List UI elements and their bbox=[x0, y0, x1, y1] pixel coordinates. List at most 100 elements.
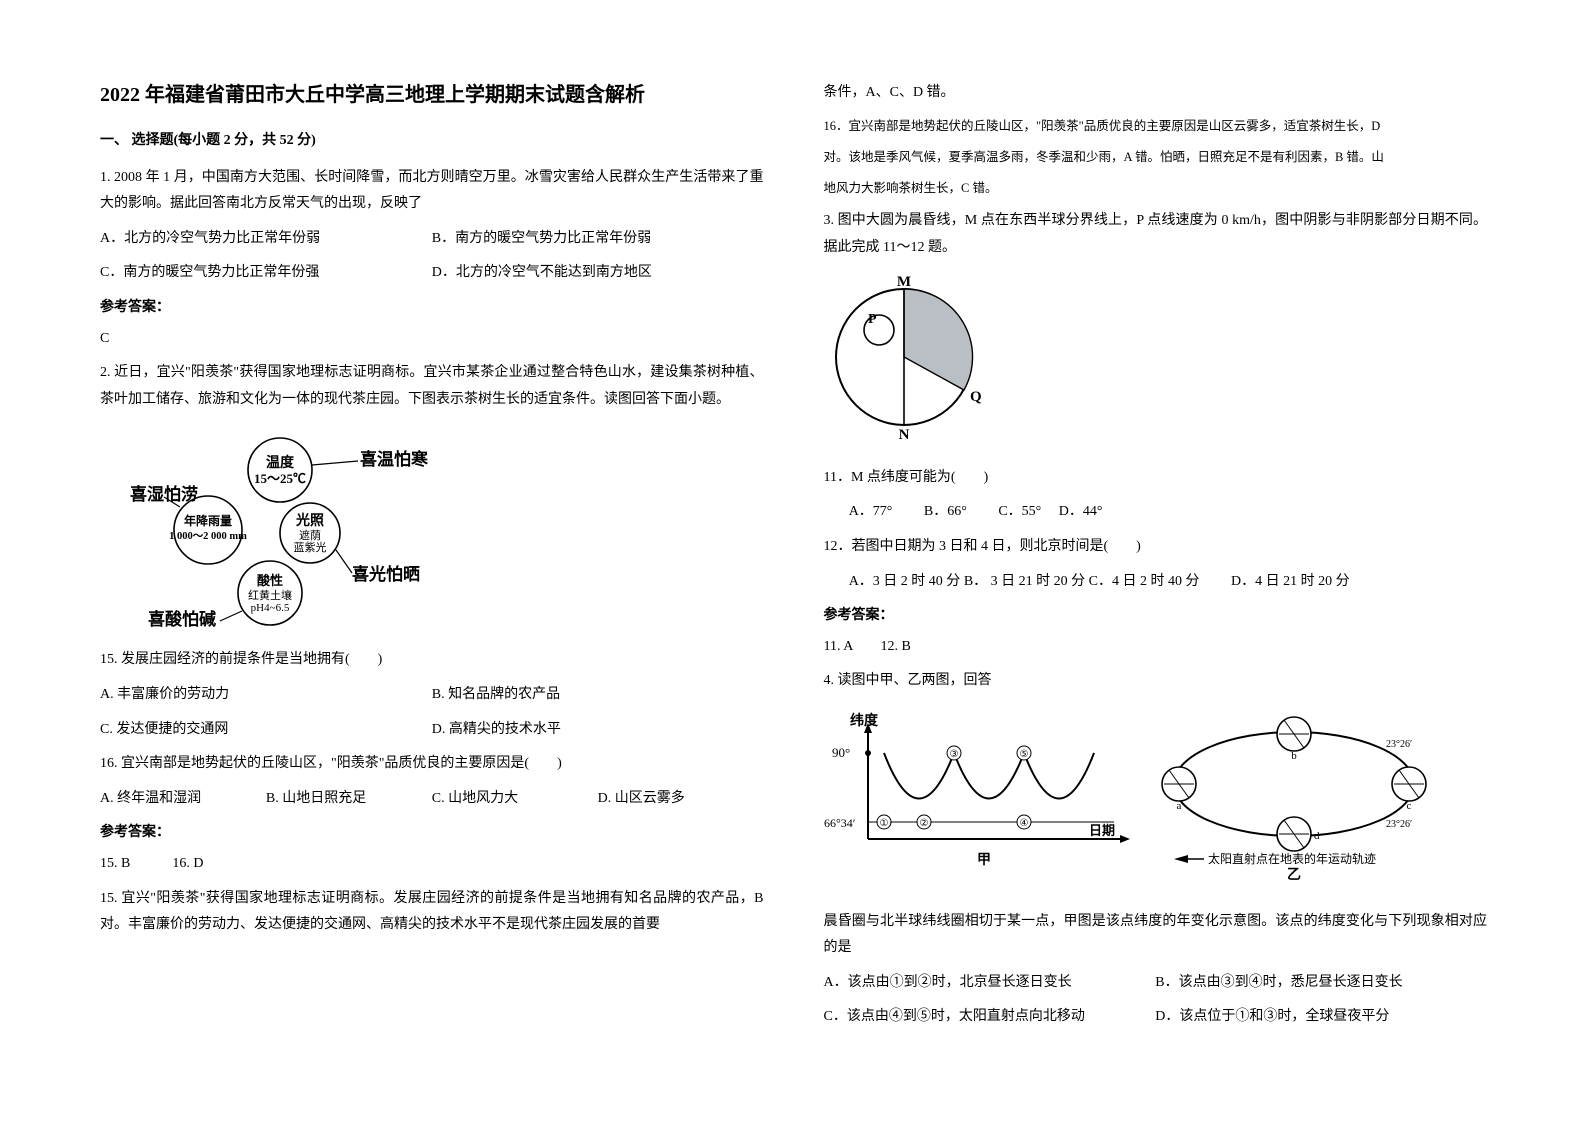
q1-optB: B．南方的暖空气势力比正常年份弱 bbox=[432, 226, 764, 253]
q12-C: C．4 日 2 时 40 分 bbox=[1089, 574, 1200, 589]
q1-optD: D．北方的冷空气不能达到南方地区 bbox=[432, 260, 764, 287]
q3-diagram: M P N Q bbox=[824, 275, 1488, 451]
left-column: 2022 年福建省莆田市大丘中学高三地理上学期期末试题含解析 一、 选择题(每小… bbox=[100, 80, 764, 1082]
tea-conditions-diagram: 温度 15～25℃ 年降雨量 1 000～2 000 mm 光照 遮荫 蓝紫光 … bbox=[130, 425, 430, 635]
q4-diagram: 纬度 90° 66°34′ ① ② ③ ④ ⑤ 日期 甲 bbox=[824, 709, 1488, 895]
lbl-M: M bbox=[896, 275, 910, 290]
angle2: 23°26′ bbox=[1386, 819, 1412, 830]
ytick2: 66°34′ bbox=[824, 816, 856, 830]
latitude-and-orbit-diagram: 纬度 90° 66°34′ ① ② ③ ④ ⑤ 日期 甲 bbox=[824, 709, 1444, 884]
svg-text:④: ④ bbox=[1019, 818, 1028, 829]
ytick1: 90° bbox=[832, 745, 850, 760]
q2-diagram: 温度 15～25℃ 年降雨量 1 000～2 000 mm 光照 遮荫 蓝紫光 … bbox=[130, 425, 764, 635]
exp-cont1: 条件，A、C、D 错。 bbox=[824, 80, 1488, 107]
q1-optA: A．北方的冷空气势力比正常年份弱 bbox=[100, 226, 432, 253]
page-title: 2022 年福建省莆田市大丘中学高三地理上学期期末试题含解析 bbox=[100, 80, 764, 110]
q11-B: B．66° bbox=[924, 504, 967, 519]
q11-C: C．55° bbox=[998, 504, 1041, 519]
q15-D: D. 高精尖的技术水平 bbox=[432, 717, 764, 744]
lbl-Q: Q bbox=[970, 389, 982, 405]
q1-stem: 1. 2008 年 1 月，中国南方大范围、长时间降雪，而北方则晴空万里。冰雪灾… bbox=[100, 165, 764, 218]
svg-text:a: a bbox=[1176, 800, 1181, 812]
svg-text:①: ① bbox=[879, 818, 888, 829]
q4-optD: D．该点位于①和③时，全球昼夜平分 bbox=[1155, 1004, 1487, 1031]
q15-B: B. 知名品牌的农产品 bbox=[432, 682, 764, 709]
q12-B: B． 3 日 21 时 20 分 bbox=[964, 574, 1085, 589]
q12-opts: A．3 日 2 时 40 分 B． 3 日 21 时 20 分 C．4 日 2 … bbox=[824, 569, 1488, 596]
lbl-N: N bbox=[898, 427, 909, 440]
q11-D: D．44° bbox=[1059, 504, 1103, 519]
q16-C: C. 山地风力大 bbox=[432, 786, 598, 813]
dg-bluelight: 蓝紫光 bbox=[294, 540, 327, 554]
exp16a: 16．宜兴南部是地势起伏的丘陵山区，"阳羡茶"品质优良的主要原因是山区云雾多，适… bbox=[824, 115, 1488, 138]
q1-optC: C．南方的暖空气势力比正常年份强 bbox=[100, 260, 432, 287]
q16-stem: 16. 宜兴南部是地势起伏的丘陵山区，"阳羡茶"品质优良的主要原因是( ) bbox=[100, 751, 764, 778]
q15-A: A. 丰富廉价的劳动力 bbox=[100, 682, 432, 709]
q3-ans-line: 11. A 12. B bbox=[824, 634, 1488, 661]
q4-optB: B．该点由③到④时，悉尼昼长逐日变长 bbox=[1155, 970, 1487, 997]
q12-D: D．4 日 21 时 20 分 bbox=[1231, 574, 1350, 589]
exp16c: 地风力大影响茶树生长，C 错。 bbox=[824, 177, 1488, 200]
svg-text:③: ③ bbox=[949, 749, 958, 760]
svg-text:c: c bbox=[1406, 800, 1411, 812]
q4-row2: C．该点由④到⑤时，太阳直射点向北移动 D．该点位于①和③时，全球昼夜平分 bbox=[824, 1004, 1488, 1031]
q1-ans-label: 参考答案： bbox=[100, 295, 764, 322]
q2-ans-line: 15. B 16. D bbox=[100, 851, 764, 878]
q15-stem: 15. 发展庄园经济的前提条件是当地拥有( ) bbox=[100, 647, 764, 674]
section-header: 一、 选择题(每小题 2 分，共 52 分) bbox=[100, 128, 764, 155]
q4-row1: A．该点由①到②时，北京昼长逐日变长 B．该点由③到④时，悉尼昼长逐日变长 bbox=[824, 970, 1488, 997]
q16-D: D. 山区云雾多 bbox=[598, 786, 764, 813]
globe-b: b bbox=[1277, 717, 1311, 762]
q3-stem: 3. 图中大圆为晨昏线，M 点在东西半球分界线上，P 点线速度为 0 km/h，… bbox=[824, 208, 1488, 261]
q4-optC: C．该点由④到⑤时，太阳直射点向北移动 bbox=[824, 1004, 1156, 1031]
dg-soil: 红黄土壤 bbox=[248, 588, 292, 602]
svg-text:⑤: ⑤ bbox=[1019, 749, 1028, 760]
dg-ph: pH4~6.5 bbox=[251, 602, 290, 614]
q2-stem: 2. 近日，宜兴"阳羡茶"获得国家地理标志证明商标。宜兴市某茶企业通过整合特色山… bbox=[100, 360, 764, 413]
q16-B: B. 山地日照充足 bbox=[266, 786, 432, 813]
dg-rain-val: 1 000～2 000 mm bbox=[169, 531, 247, 542]
ylabel: 纬度 bbox=[850, 712, 879, 729]
right-column: 条件，A、C、D 错。 16．宜兴南部是地势起伏的丘陵山区，"阳羡茶"品质优良的… bbox=[824, 80, 1488, 1082]
xlabel: 日期 bbox=[1089, 823, 1115, 838]
dg-label-left: 喜湿怕涝 bbox=[130, 484, 198, 504]
q1-ans: C bbox=[100, 326, 764, 353]
lbl-P: P bbox=[868, 312, 877, 327]
dg-label-tr: 喜温怕寒 bbox=[360, 449, 428, 469]
exp16b: 对。该地是季风气候，夏季高温多雨，冬季温和少雨，A 错。怕晒，日照充足不是有利因… bbox=[824, 146, 1488, 169]
dg-temp-label: 温度 bbox=[266, 454, 295, 471]
q4-stem: 4. 读图中甲、乙两图，回答 bbox=[824, 668, 1488, 695]
dg-label-right: 喜光怕晒 bbox=[352, 564, 420, 584]
globe-c: c bbox=[1392, 767, 1426, 812]
q15-row2: C. 发达便捷的交通网 D. 高精尖的技术水平 bbox=[100, 717, 764, 744]
q11-stem: 11．M 点纬度可能为( ) bbox=[824, 465, 1488, 492]
q15-C: C. 发达便捷的交通网 bbox=[100, 717, 432, 744]
q16-row: A. 终年温和湿润 B. 山地日照充足 C. 山地风力大 D. 山区云雾多 bbox=[100, 786, 764, 813]
q1-options-row2: C．南方的暖空气势力比正常年份强 D．北方的冷空气不能达到南方地区 bbox=[100, 260, 764, 287]
q11-opts: A．77° B．66° C．55° D．44° bbox=[824, 499, 1488, 526]
angle1: 23°26′ bbox=[1386, 739, 1412, 750]
dg-acid-label: 酸性 bbox=[257, 573, 283, 588]
dg-temp-val: 15～25℃ bbox=[254, 471, 306, 486]
dg-rain-label: 年降雨量 bbox=[184, 513, 232, 528]
q4-p2: 晨昏圈与北半球纬线圈相切于某一点，甲图是该点纬度的年变化示意图。该点的纬度变化与… bbox=[824, 909, 1488, 962]
dg-label-bl: 喜酸怕碱 bbox=[148, 609, 216, 629]
svg-text:d: d bbox=[1314, 830, 1320, 842]
q1-options-row1: A．北方的冷空气势力比正常年份弱 B．南方的暖空气势力比正常年份弱 bbox=[100, 226, 764, 253]
globe-d: d bbox=[1277, 817, 1320, 851]
globe-a: a bbox=[1162, 767, 1196, 812]
q15-row1: A. 丰富廉价的劳动力 B. 知名品牌的农产品 bbox=[100, 682, 764, 709]
dg-shade: 遮荫 bbox=[299, 528, 321, 542]
q12-A: A．3 日 2 时 40 分 bbox=[849, 574, 961, 589]
dg-light-label: 光照 bbox=[295, 512, 324, 529]
svg-text:b: b bbox=[1291, 750, 1297, 762]
caption-left: 甲 bbox=[977, 852, 991, 868]
q3-ans-label: 参考答案： bbox=[824, 603, 1488, 630]
q11-A: A．77° bbox=[849, 504, 893, 519]
caption-right: 乙 bbox=[1287, 867, 1301, 883]
q16-A: A. 终年温和湿润 bbox=[100, 786, 266, 813]
svg-text:②: ② bbox=[919, 818, 928, 829]
q2-ans-label: 参考答案： bbox=[100, 820, 764, 847]
q2-exp15: 15. 宜兴"阳羡茶"获得国家地理标志证明商标。发展庄园经济的前提条件是当地拥有… bbox=[100, 886, 764, 939]
q4-optA: A．该点由①到②时，北京昼长逐日变长 bbox=[824, 970, 1156, 997]
